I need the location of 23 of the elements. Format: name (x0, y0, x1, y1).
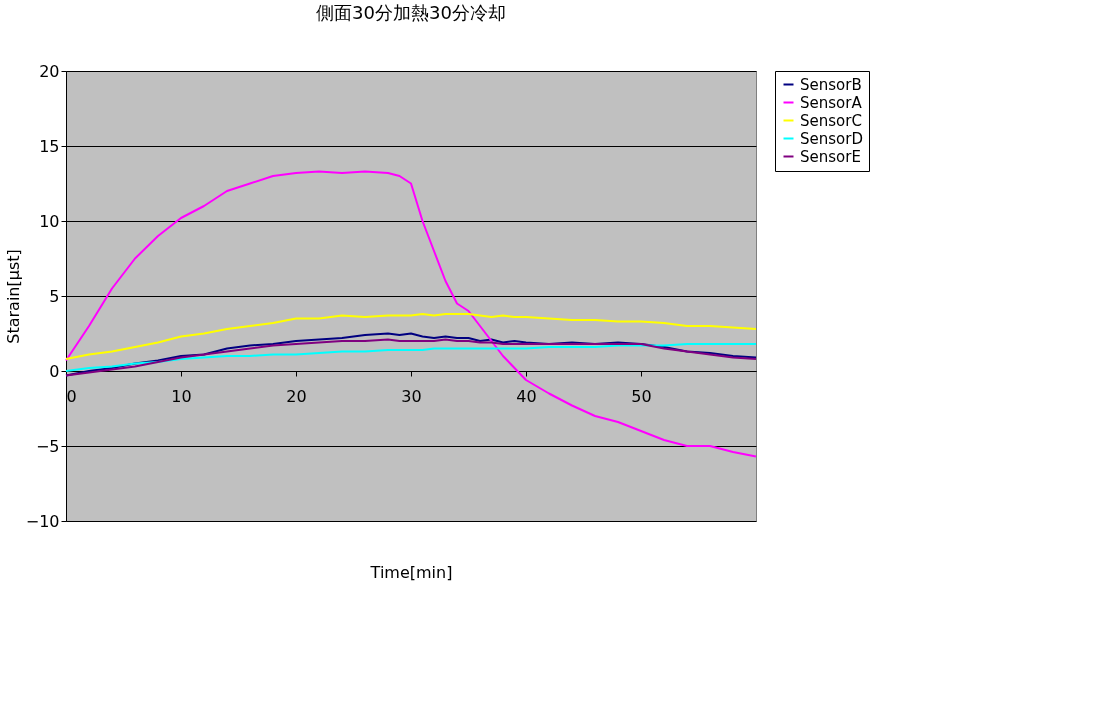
legend-label: SensorC (800, 111, 862, 130)
y-tick-label: 10 (39, 211, 60, 231)
x-tick-label: 10 (171, 386, 192, 406)
line-series (65, 313, 757, 360)
y-tick-label: 5 (49, 286, 60, 306)
x-tick-label: 20 (286, 386, 307, 406)
y-tick-label: 0 (49, 361, 60, 381)
line-series (65, 170, 757, 458)
y-axis-title: Starain[μst] (3, 249, 23, 344)
x-tick-label: 50 (631, 386, 652, 406)
chart-title: 側面30分加熱30分冷却 (316, 2, 506, 23)
y-tick-label: −10 (25, 511, 60, 531)
y-tick-label: 15 (39, 136, 60, 156)
y-tick-label: −5 (35, 436, 60, 456)
legend-label: SensorB (800, 75, 862, 94)
legend-label: SensorA (800, 93, 863, 112)
x-axis-title: Time[min] (369, 562, 453, 582)
x-tick-label: 30 (401, 386, 422, 406)
x-tick-label: 40 (516, 386, 537, 406)
legend-label: SensorE (800, 147, 861, 166)
x-tick-label: 0 (66, 386, 77, 406)
y-tick-label: 20 (39, 61, 60, 81)
legend-label: SensorD (800, 129, 863, 148)
